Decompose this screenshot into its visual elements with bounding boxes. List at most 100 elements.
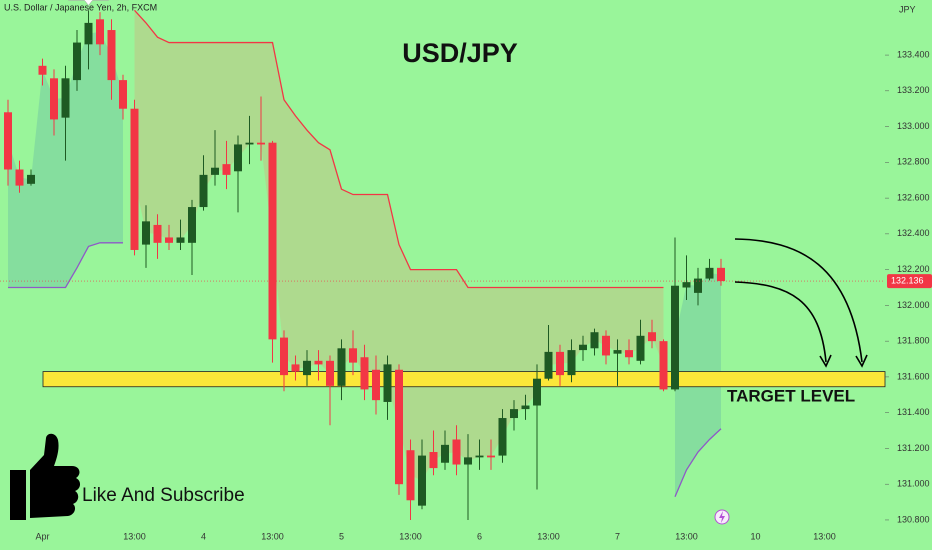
candle-body (418, 455, 426, 506)
lightning-icon (714, 509, 730, 525)
price-tag (887, 274, 932, 289)
arrow (734, 238, 863, 363)
candle-body (199, 174, 208, 208)
candle-body (625, 350, 633, 358)
y-tick-label: 131.800 (897, 336, 930, 346)
indicator-line (8, 242, 123, 289)
candle-body (176, 237, 185, 243)
candle-body (314, 360, 323, 365)
candle-body (268, 142, 277, 340)
candle-body (383, 364, 392, 402)
target-label: TARGET LEVEL (727, 386, 855, 405)
candle-body (153, 224, 162, 243)
candle-body (245, 142, 254, 145)
candle-body (464, 457, 472, 465)
candle-body (165, 237, 173, 243)
candle-body (452, 439, 461, 465)
y-tick-label: 131.400 (897, 407, 930, 417)
candle-body (222, 164, 231, 175)
candle-body (475, 455, 484, 458)
candle-body (337, 348, 346, 386)
candle-body (15, 169, 24, 186)
candle-body (38, 65, 47, 75)
candle-body (372, 369, 380, 401)
candle-body (579, 344, 587, 351)
x-tick-label: 13:00 (813, 531, 836, 541)
candle-body (360, 357, 369, 390)
target-band (42, 371, 886, 388)
chart-title: USD/JPY (402, 38, 518, 68)
candle-body (130, 108, 139, 250)
arrow-head (819, 354, 832, 368)
candle-body (648, 332, 656, 342)
candle-body (257, 142, 265, 145)
currency: JPY (899, 4, 916, 14)
candle-body (188, 207, 196, 243)
candle-body (659, 341, 668, 390)
candle-body (119, 80, 127, 109)
x-tick-label: 5 (339, 531, 344, 541)
y-tick-label: 132.200 (897, 264, 930, 274)
candle-body (61, 78, 70, 118)
candle-body (636, 335, 645, 361)
candle-body (395, 369, 403, 485)
high-tag (68, 0, 109, 6)
y-tick-label: 132.400 (897, 228, 930, 238)
candle-body (717, 267, 725, 282)
x-tick-label: 6 (477, 531, 482, 541)
thumb-icon (10, 433, 81, 520)
candle-body (429, 452, 438, 469)
symbol-header: U.S. Dollar / Japanese Yen, 2h, FXCM (4, 2, 157, 12)
candle-body (73, 42, 81, 81)
arrow-head (855, 354, 868, 368)
candle-body (211, 167, 219, 175)
promo-text: Like And Subscribe (82, 485, 245, 506)
target-zone (42, 371, 886, 388)
y-tick-label: 131.200 (897, 443, 930, 453)
candle-body (291, 364, 300, 372)
candle-body (142, 221, 150, 245)
x-tick-label: 13:00 (537, 531, 560, 541)
candle-body (682, 282, 691, 288)
candle-body (487, 455, 495, 458)
candle-body (96, 19, 104, 45)
candle-body (556, 351, 564, 376)
x-tick-label: 10 (750, 531, 760, 541)
y-tick-label: 132.800 (897, 157, 930, 167)
y-tick-label: 132.000 (897, 300, 930, 310)
arrow (734, 281, 827, 363)
candle-body (406, 450, 415, 501)
x-tick-label: 13:00 (675, 531, 698, 541)
x-tick-label: 13:00 (399, 531, 422, 541)
candle-body (705, 267, 714, 279)
candle-body (349, 348, 357, 363)
indicator-line (674, 428, 722, 497)
x-tick-label: 13:00 (123, 531, 146, 541)
y-tick-label: 133.200 (897, 85, 930, 95)
arrows (734, 238, 868, 368)
y-tick-label: 131.600 (897, 371, 930, 381)
y-tick-label: 133.000 (897, 121, 930, 131)
candle-body (533, 378, 541, 406)
candle-body (326, 360, 334, 386)
candle-body (441, 444, 449, 463)
candle-body (694, 278, 702, 293)
candle-body (50, 78, 58, 120)
x-tick-label: 7 (615, 531, 620, 541)
candle-body (303, 360, 311, 376)
candle-body (544, 351, 553, 379)
y-tick-label: 131.000 (897, 479, 930, 489)
candle-body (498, 418, 507, 456)
candle-body (521, 405, 530, 410)
y-tick-label: 132.600 (897, 192, 930, 202)
candle-body (84, 22, 93, 45)
y-tick-label: 133.400 (897, 49, 930, 59)
candle-body (107, 30, 116, 81)
candle-body (280, 337, 288, 376)
candle-body (567, 350, 576, 376)
x-tick-label: Apr (35, 531, 49, 541)
indicator-line (134, 9, 664, 289)
x-tick-label: 4 (201, 531, 206, 541)
